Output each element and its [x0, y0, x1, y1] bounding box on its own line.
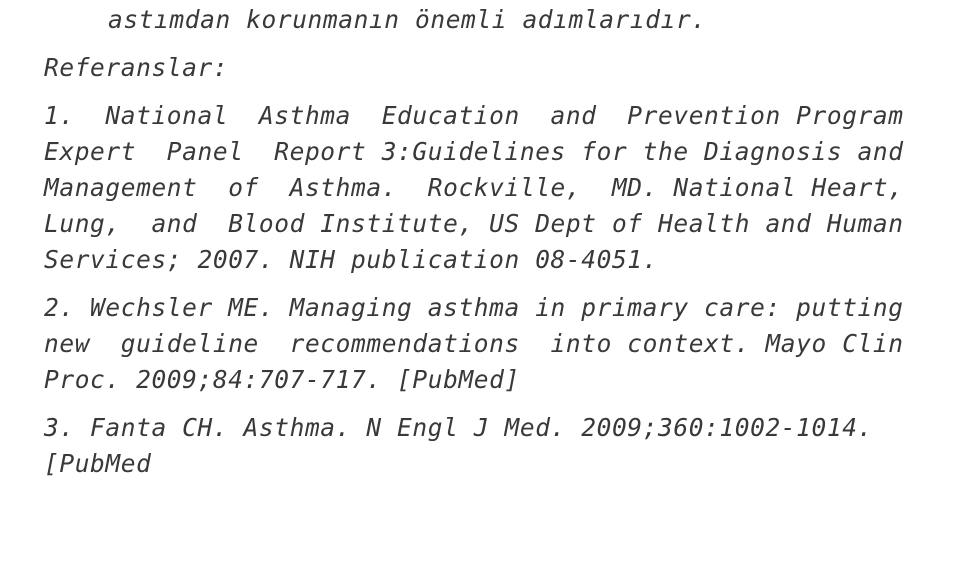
reference-2: 2. Wechsler ME. Managing asthma in prima… — [44, 278, 916, 398]
body-line-continuation: astımdan korunmanın önemli adımlarıdır. — [44, 0, 916, 38]
document-page: astımdan korunmanın önemli adımlarıdır. … — [0, 0, 960, 573]
references-heading: Referanslar: — [44, 38, 916, 86]
reference-1: 1. National Asthma Education and Prevent… — [44, 86, 916, 278]
reference-3: 3. Fanta CH. Asthma. N Engl J Med. 2009;… — [44, 398, 916, 482]
